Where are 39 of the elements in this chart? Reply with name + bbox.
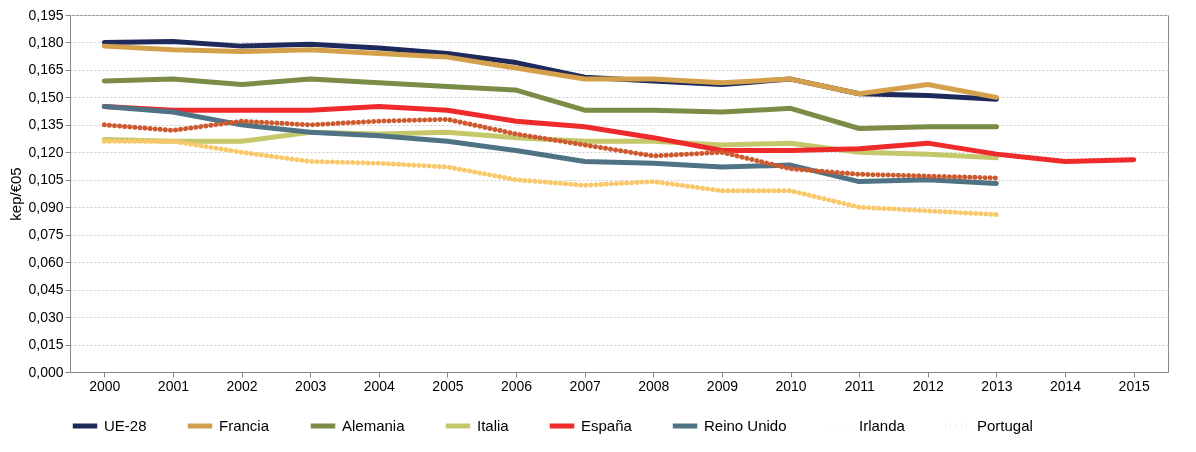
x-tick-label: 2009 — [706, 377, 739, 394]
y-tick-label: 0,045 — [28, 281, 64, 298]
y-tick-label: 0,195 — [28, 6, 64, 23]
x-tick-label: 2001 — [157, 377, 190, 394]
y-axis-title: kep/€05 — [7, 167, 25, 221]
x-tick-label: 2003 — [295, 377, 327, 394]
x-tick-label: 2014 — [1049, 377, 1082, 394]
legend-label: España — [581, 417, 633, 434]
x-tick-label: 2012 — [912, 377, 945, 394]
y-tick-label: 0,180 — [28, 33, 64, 50]
x-tick-label: 2013 — [981, 377, 1013, 394]
x-tick-label: 2004 — [363, 377, 396, 394]
x-tick-label: 2008 — [638, 377, 670, 394]
legend-label: Alemania — [342, 417, 406, 434]
x-tick-label: 2011 — [844, 377, 875, 394]
x-tick-label: 2010 — [775, 377, 807, 394]
x-tick-label: 2006 — [500, 377, 533, 394]
y-tick-label: 0,030 — [28, 308, 64, 325]
y-tick-label: 0,135 — [28, 116, 64, 133]
y-tick-label: 0,015 — [28, 336, 64, 353]
y-tick-label: 0,060 — [28, 253, 64, 270]
legend-label: UE-28 — [104, 417, 147, 434]
y-tick-label: 0,105 — [28, 171, 64, 188]
x-tick-label: 2005 — [432, 377, 464, 394]
legend-label: Portugal — [977, 417, 1033, 434]
legend-label: Irlanda — [859, 417, 906, 434]
y-tick-label: 0,150 — [28, 88, 64, 105]
x-tick-label: 2007 — [569, 377, 601, 394]
y-tick-label: 0,090 — [28, 198, 64, 215]
y-tick-label: 0,075 — [28, 226, 64, 243]
legend-label: Italia — [477, 417, 510, 434]
legend-label: Francia — [219, 417, 270, 434]
y-tick-label: 0,000 — [28, 363, 64, 380]
x-tick-label: 2015 — [1118, 377, 1150, 394]
y-tick-label: 0,120 — [28, 143, 64, 160]
x-tick-label: 2002 — [226, 377, 258, 394]
legend-label: Reino Unido — [704, 417, 787, 434]
x-tick-label: 2000 — [89, 377, 121, 394]
y-tick-label: 0,165 — [28, 61, 64, 78]
